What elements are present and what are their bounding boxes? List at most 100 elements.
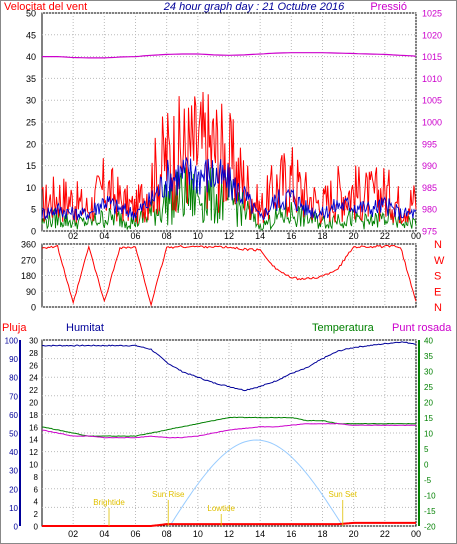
x-tick-label: 04 [99,231,109,241]
rain-tick-label: 22 [29,386,38,395]
compass-label: W [434,255,445,267]
compass-label: N [434,239,442,251]
dewpoint-line [41,423,416,439]
rain-tick-label: 12 [29,448,38,457]
x-tick-label: 04 [99,529,109,539]
sun-elevation-line [169,439,344,527]
wind-grid [42,12,417,232]
rain-tick-label: 28 [29,349,38,358]
wind-tick-label: 5 [31,205,36,215]
x-tick-label: 02 [68,529,78,539]
rain-tick-label: 2 [34,510,39,519]
x-tick-label: 06 [130,529,140,539]
humidity-tick-label: 10 [9,504,18,513]
x-tick-label: 10 [193,231,203,241]
direction-tick-label: 90 [26,287,36,297]
x-tick-label: 08 [162,231,172,241]
x-tick-label: 14 [255,231,265,241]
rain-tick-label: 26 [29,361,38,370]
temp-series [41,341,416,527]
pressure-axis-label: Pressió [370,1,407,13]
temperature-tick-label: 20 [424,399,433,408]
rain-tick-label: 8 [34,473,39,482]
wind-tick-label: 40 [26,52,36,62]
wind-left-ticks: 0 5 10 15 20 25 30 35 40 45 50 [26,9,36,237]
humidity-tick-label: 80 [9,374,18,383]
temperature-label: Temperatura [312,322,375,334]
pressure-tick-label: 1025 [422,9,442,19]
pressure-right-ticks: 975 980 985 990 995 1000 1005 1010 1015 1020 1025 [422,9,442,237]
direction-left-ticks: 0 90 180 270 360 [21,240,36,313]
direction-tick-label: 270 [21,255,36,265]
x-tick-label: 18 [317,529,327,539]
temp-x-ticks: 02 04 06 08 10 12 14 16 18 20 22 00 [68,529,421,539]
rain-line [42,521,416,527]
temperature-tick-label: 15 [424,414,433,423]
temperature-line [41,416,416,437]
chart-title: 24 hour graph day : 21 Octubre 2016 [163,1,345,13]
rain-tick-label: 18 [29,411,38,420]
pressure-tick-label: 1015 [422,52,442,62]
temperature-tick-label: 25 [424,383,433,392]
annotation-label: Lowtide [207,504,235,513]
x-tick-label: 00 [411,529,421,539]
x-tick-label: 10 [193,529,203,539]
direction-tick-label: 360 [21,240,36,250]
humidity-tick-label: 70 [9,392,18,401]
wind-tick-label: 10 [26,183,36,193]
temperature-tick-label: -10 [424,492,436,501]
temperature-tick-label: 30 [424,368,433,377]
rain-tick-label: 30 [29,337,38,346]
wind-tick-label: 45 [26,30,36,40]
x-tick-label: 16 [286,231,296,241]
pressure-tick-label: 985 [422,183,437,193]
humidity-tick-label: 90 [9,355,18,364]
pressure-tick-label: 1020 [422,30,442,40]
x-tick-label: 06 [130,231,140,241]
rain-tick-label: 4 [34,498,39,507]
temperature-tick-label: 10 [424,430,433,439]
temperature-tick-label: 40 [424,337,433,346]
humidity-tick-label: 20 [9,485,18,494]
annotation-label: Brightide [93,498,125,507]
direction-series [41,244,417,307]
humidity-tick-label: 60 [9,411,18,420]
x-tick-label: 16 [286,529,296,539]
compass-label: S [434,271,441,283]
wind-tick-label: 15 [26,161,36,171]
pressure-tick-label: 990 [422,161,437,171]
temperature-tick-label: 0 [424,461,429,470]
humidity-label: Humitat [66,322,104,334]
x-tick-label: 20 [349,231,359,241]
temperature-tick-label: -5 [424,476,432,485]
x-tick-label: 08 [162,529,172,539]
dewpoint-label: Punt rosada [392,322,452,334]
wind-x-ticks: 02 04 06 08 10 12 14 16 18 20 22 00 [68,231,421,241]
wind-tick-label: 35 [26,74,36,84]
wind-direction-line [41,244,417,307]
direction-tick-label: 0 [31,303,36,313]
pressure-tick-label: 1005 [422,96,442,106]
wind-tick-label: 30 [26,96,36,106]
rain-label: Pluja [2,322,27,334]
x-tick-label: 02 [68,231,78,241]
compass-label: E [434,286,441,298]
rain-tick-label: 16 [29,423,38,432]
pressure-tick-label: 975 [422,227,437,237]
wind-axis-label: Velocitat del vent [4,1,87,13]
compass-label: N [434,302,442,314]
pressure-tick-label: 1010 [422,74,442,84]
tide-sun-annotations: Brightide Sun Rise Lowtide Sun Set [93,490,358,526]
annotation-label: Sun Rise [152,490,185,499]
pressure-tick-label: 995 [422,139,437,149]
temperature-tick-label: 35 [424,352,433,361]
wind-tick-label: 0 [31,227,36,237]
pressure-tick-label: 980 [422,205,437,215]
humidity-tick-label: 30 [9,467,18,476]
humidity-tick-label: 50 [9,430,18,439]
humidity-tick-label: 0 [14,523,19,532]
